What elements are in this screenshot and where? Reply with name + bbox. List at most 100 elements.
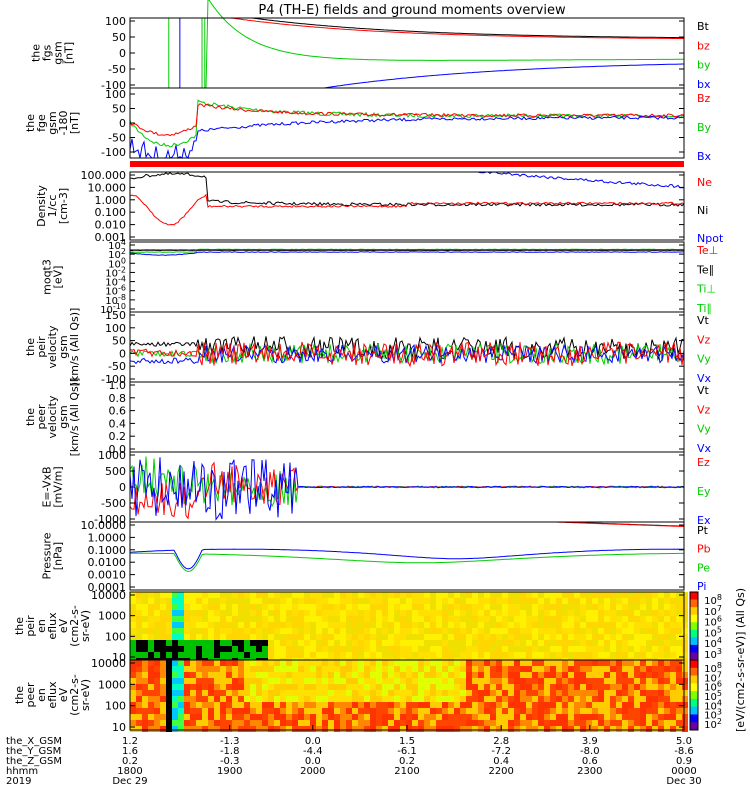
spectrogram-cell	[508, 672, 514, 678]
panel-7-ytick: -500	[101, 497, 126, 510]
colorbar-tick: 104	[704, 636, 722, 650]
spectrogram-cell	[382, 690, 388, 696]
spectrogram-cell	[472, 660, 478, 666]
spectrogram-cell	[628, 678, 634, 684]
spectrogram-cell	[622, 702, 628, 708]
spectrogram-cell	[226, 622, 232, 628]
spectrogram-cell	[136, 604, 142, 610]
spectrogram-cell	[262, 592, 268, 598]
spectrogram-cell	[550, 628, 556, 634]
colorbar-segment	[690, 706, 698, 715]
panel-3-ytick: 0.001	[95, 231, 127, 244]
spectrogram-cell	[640, 616, 646, 622]
colorbar-frame	[689, 659, 699, 731]
spectrogram-cell	[358, 714, 364, 720]
spectrogram-cell	[670, 684, 676, 690]
spectrogram-cell	[658, 660, 664, 666]
spectrogram-cell	[352, 708, 358, 714]
spectrogram-cell	[628, 598, 634, 604]
spectrogram-cell	[280, 726, 286, 732]
spectrogram-cell	[580, 720, 586, 726]
spectrogram-cell	[376, 708, 382, 714]
spectrogram-cell	[382, 660, 388, 666]
spectrogram-cell	[412, 652, 418, 658]
x-row-value: 0.0	[305, 756, 321, 767]
spectrogram-cell	[532, 604, 538, 610]
spectrogram-cell	[520, 652, 526, 658]
spectrogram-cell	[352, 714, 358, 720]
spectrogram-cell	[136, 610, 142, 616]
spectrogram-cell	[610, 678, 616, 684]
spectrogram-cell	[556, 628, 562, 634]
spectrogram-cell	[208, 708, 214, 714]
spectrogram-cell	[172, 622, 178, 628]
spectrogram-cell	[190, 640, 196, 646]
spectrogram-cell	[298, 684, 304, 690]
spectrogram-cell	[412, 622, 418, 628]
spectrogram-cell	[544, 634, 550, 640]
spectrogram-cell	[250, 646, 256, 652]
spectrogram-cell	[454, 616, 460, 622]
x-row-value: -8.6	[674, 746, 694, 757]
spectrogram-cell	[220, 720, 226, 726]
spectrogram-cell	[334, 720, 340, 726]
spectrogram-cell	[628, 622, 634, 628]
spectrogram-cell	[394, 592, 400, 598]
spectrogram-cell	[148, 592, 154, 598]
spectrogram-cell	[520, 660, 526, 666]
spectrogram-cell	[424, 598, 430, 604]
spectrogram-cell	[604, 720, 610, 726]
panel-3-frame	[129, 171, 685, 241]
spectrogram-cell	[568, 678, 574, 684]
spectrogram-cell	[322, 672, 328, 678]
spectrogram-cell	[370, 726, 376, 732]
spectrogram-cell	[412, 702, 418, 708]
spectrogram-cell	[136, 622, 142, 628]
panel-4-ytick: 10-6	[105, 284, 126, 298]
spectrogram-cell	[172, 678, 178, 684]
panel-1-ytick: -50	[108, 63, 126, 76]
spectrogram-cell	[502, 628, 508, 634]
spectrogram-cell	[286, 666, 292, 672]
spectrogram-cell	[598, 610, 604, 616]
spectrogram-cell	[322, 616, 328, 622]
spectrogram-cell	[370, 652, 376, 658]
spectrogram-cell	[544, 684, 550, 690]
spectrogram-cell	[346, 604, 352, 610]
panel-3-ylabel-line: Density	[35, 185, 48, 227]
spectrogram-cell	[556, 646, 562, 652]
spectrogram-cell	[304, 616, 310, 622]
spectrogram-cell	[160, 720, 166, 726]
spectrogram-cell	[628, 726, 634, 732]
spectrogram-cell	[466, 646, 472, 652]
spectrogram-cell	[358, 628, 364, 634]
spectrogram-cell	[190, 604, 196, 610]
spectrogram-cell	[286, 640, 292, 646]
spectrogram-cell	[658, 640, 664, 646]
spectrogram-cell	[292, 708, 298, 714]
spectrogram-cell	[160, 634, 166, 640]
spectrogram-cell	[478, 652, 484, 658]
spectrogram-cell	[604, 634, 610, 640]
spectrogram-cell	[364, 726, 370, 732]
x-row-value: -8.0	[580, 746, 600, 757]
panel-5-ylabel-line: peir	[35, 336, 48, 358]
spectrogram-cell	[208, 634, 214, 640]
panel-6-ylabel-line: velocity	[46, 395, 59, 438]
spectrogram-cell	[352, 690, 358, 696]
spectrogram-cell	[334, 646, 340, 652]
spectrogram-cell	[190, 678, 196, 684]
spectrogram-cell	[568, 720, 574, 726]
spectrogram-cell	[544, 726, 550, 732]
spectrogram-cell	[466, 610, 472, 616]
spectrogram-cell	[490, 726, 496, 732]
spectrogram-cell	[490, 646, 496, 652]
spectrogram-cell	[166, 604, 172, 610]
spectrogram-cell	[418, 696, 424, 702]
spectrogram-cell	[376, 604, 382, 610]
spectrogram-cell	[256, 598, 262, 604]
panel-10-ylabel-line: the	[13, 686, 26, 704]
spectrogram-cell	[616, 678, 622, 684]
